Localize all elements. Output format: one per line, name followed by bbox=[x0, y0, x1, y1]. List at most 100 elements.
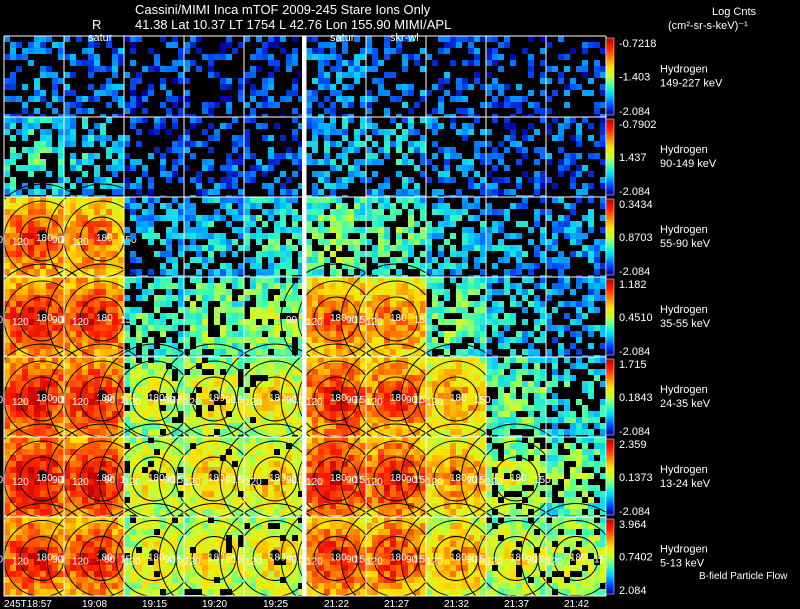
contour-label: 120 bbox=[12, 557, 29, 568]
contour-label: 180 bbox=[148, 393, 165, 404]
channel-range-label: 149-227 keV bbox=[660, 78, 723, 90]
contour-label: 90 bbox=[0, 555, 4, 566]
contour-label: 90 bbox=[104, 475, 116, 486]
contour-label: 150 bbox=[172, 555, 189, 566]
heatmap-panel bbox=[124, 117, 184, 197]
contour-label: 90 bbox=[406, 475, 418, 486]
colorbar-mid-label: 1.437 bbox=[619, 152, 647, 164]
time-tick-label: 21:22 bbox=[324, 599, 349, 609]
contour-label: 180 bbox=[36, 233, 53, 244]
colorbar: 2.359 0.1373 -2.084 Hydrogen 13-24 keV bbox=[605, 438, 711, 518]
panel-label: satur bbox=[330, 32, 355, 44]
contour-label: 150 bbox=[293, 395, 310, 406]
contour-label: 90 bbox=[0, 475, 4, 486]
contour-label: 90 bbox=[406, 555, 418, 566]
contour-label: 120 bbox=[306, 397, 323, 408]
contour-label: 90 bbox=[0, 315, 4, 326]
contour-label: 180 bbox=[570, 553, 587, 564]
heatmap-panel bbox=[184, 197, 244, 277]
heatmap-panel bbox=[546, 197, 606, 277]
contour-label: 90 bbox=[466, 475, 478, 486]
time-tick-label: 21:37 bbox=[504, 599, 529, 609]
channel-range-label: 24-35 keV bbox=[660, 398, 711, 410]
heatmap-panel bbox=[184, 117, 244, 197]
contour-label: 90 bbox=[346, 315, 358, 326]
colorbar: 1.715 0.1843 -2.084 Hydrogen 24-35 keV bbox=[605, 358, 711, 438]
contour-label: 150 bbox=[534, 555, 551, 566]
colorbar-max-label: 2.359 bbox=[619, 439, 647, 451]
colorbar-units: (cm²-sr-s-keV)⁻¹ bbox=[668, 20, 748, 32]
colorbar-mid-label: 0.1373 bbox=[619, 472, 653, 484]
contour-label: 150 bbox=[354, 315, 371, 326]
contour-label: 180 bbox=[36, 393, 53, 404]
heatmap-panel bbox=[546, 117, 606, 197]
contour-label: 150 bbox=[354, 555, 371, 566]
colorbar-min-label: 2.084 bbox=[619, 585, 647, 597]
contour-label: 150 bbox=[414, 395, 431, 406]
contour-label: 180 bbox=[450, 473, 467, 484]
contour-label: 120 bbox=[366, 477, 383, 488]
contour-label: 180 bbox=[390, 313, 407, 324]
contour-label: 150 bbox=[534, 475, 551, 486]
heatmap-panel bbox=[124, 36, 184, 117]
heatmap-panel bbox=[4, 117, 64, 197]
heatmap-panel bbox=[244, 277, 306, 357]
channel-range-label: 90-149 keV bbox=[660, 158, 717, 170]
colorbar-min-label: -2.084 bbox=[619, 426, 650, 438]
contour-label: 90 bbox=[225, 555, 237, 566]
contour-label: 180 bbox=[450, 393, 467, 404]
contour-label: 120 bbox=[72, 397, 89, 408]
heatmap-panel bbox=[546, 437, 606, 517]
contour-label: 180 bbox=[96, 473, 113, 484]
time-tick-label: 19:25 bbox=[263, 599, 288, 609]
contour-label: 120 bbox=[426, 557, 443, 568]
contour-label: 90 bbox=[225, 395, 237, 406]
colorbar-min-label: -2.084 bbox=[619, 346, 650, 358]
contour-label: 90 bbox=[286, 555, 298, 566]
contour-label: 90 bbox=[286, 395, 298, 406]
contour-label: 120 bbox=[245, 477, 262, 488]
colorbar: -0.7218 -1.403 -2.084 Hydrogen 149-227 keV bbox=[605, 37, 723, 118]
contour-label: 90 bbox=[164, 475, 176, 486]
colorbar-max-label: 1.715 bbox=[619, 359, 647, 371]
contour-label: 90 bbox=[52, 555, 64, 566]
contour-label: 150 bbox=[120, 315, 137, 326]
contour-label: 180 bbox=[36, 553, 53, 564]
contour-label: 150 bbox=[414, 315, 431, 326]
colorbar: 0.3434 0.8703 -2.084 Hydrogen 55-90 keV bbox=[605, 198, 711, 278]
contour-label: 120 bbox=[366, 317, 383, 328]
contour-label: 180 bbox=[148, 553, 165, 564]
contour-label: 180 bbox=[390, 393, 407, 404]
contour-label: 180 bbox=[96, 393, 113, 404]
contour-label: 90 bbox=[406, 395, 418, 406]
contour-label: 180 bbox=[96, 233, 113, 244]
contour-label: 120 bbox=[546, 557, 563, 568]
channel-species-label: Hydrogen bbox=[660, 224, 708, 236]
contour-label: 180 bbox=[330, 313, 347, 324]
heatmap-panel bbox=[426, 197, 486, 277]
contour-label: 120 bbox=[306, 477, 323, 488]
heatmap-panel bbox=[124, 277, 184, 357]
heatmap-panel bbox=[184, 277, 244, 357]
time-tick-label: 21:42 bbox=[564, 599, 589, 609]
contour-label: 150 bbox=[474, 555, 491, 566]
contour-label: 180 bbox=[390, 473, 407, 484]
contour-label: 120 bbox=[306, 317, 323, 328]
contour-label: 180 bbox=[208, 393, 225, 404]
contour-label: 120 bbox=[124, 397, 141, 408]
heatmap-panel bbox=[546, 277, 606, 357]
